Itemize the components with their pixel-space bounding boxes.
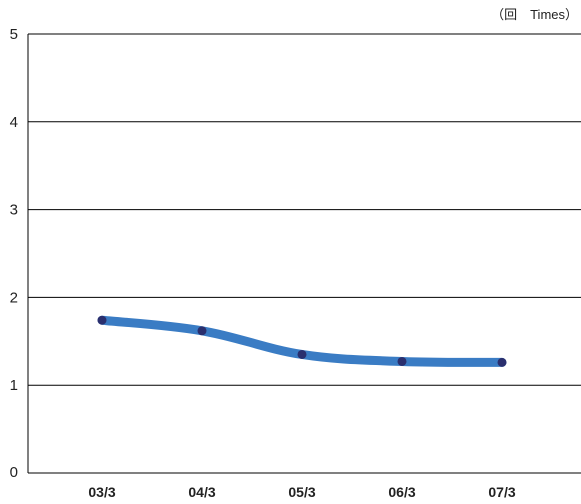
data-markers bbox=[97, 315, 507, 367]
unit-label: （回 Times） bbox=[491, 7, 578, 22]
x-tick-label: 03/3 bbox=[88, 484, 115, 500]
data-point-03/3 bbox=[97, 315, 107, 325]
x-tick-label: 06/3 bbox=[388, 484, 415, 500]
data-point-07/3 bbox=[497, 357, 507, 367]
x-tick-label: 07/3 bbox=[488, 484, 515, 500]
y-tick-label: 4 bbox=[10, 114, 18, 131]
gridlines bbox=[28, 33, 581, 386]
axes bbox=[27, 34, 581, 474]
y-tick-label: 0 bbox=[10, 464, 18, 481]
y-tick-label: 1 bbox=[10, 377, 18, 394]
y-tick-labels: 0 1 2 3 4 5 bbox=[10, 26, 18, 481]
y-tick-label: 2 bbox=[10, 289, 18, 306]
x-tick-label: 04/3 bbox=[188, 484, 215, 500]
data-point-06/3 bbox=[397, 356, 407, 366]
y-tick-label: 5 bbox=[10, 26, 18, 43]
data-point-04/3 bbox=[197, 326, 207, 336]
x-tick-labels: 03/3 04/3 05/3 06/3 07/3 bbox=[88, 484, 515, 500]
y-tick-label: 3 bbox=[10, 202, 18, 219]
data-point-05/3 bbox=[297, 349, 307, 359]
x-tick-label: 05/3 bbox=[288, 484, 315, 500]
